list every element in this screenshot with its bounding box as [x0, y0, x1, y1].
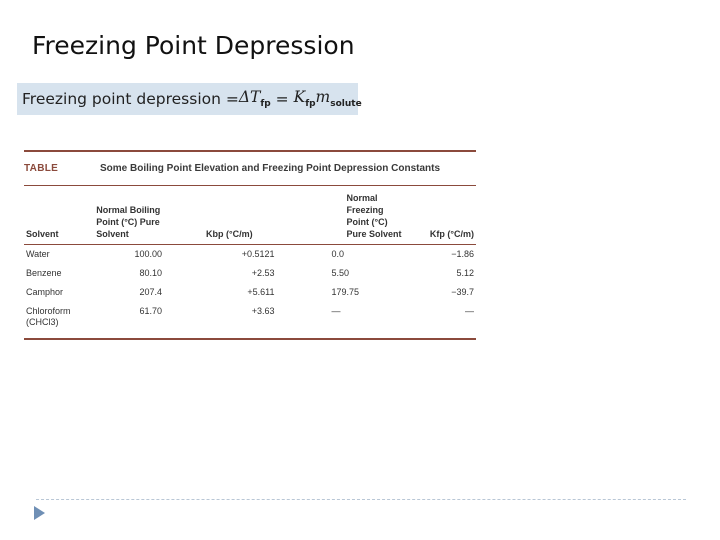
table-tag: TABLE — [24, 163, 59, 174]
header-freezing-point: Normal Freezing Point (°C) Pure Solvent — [276, 186, 404, 245]
header-solvent: Solvent — [24, 186, 87, 245]
formula-m-solute: msolute — [315, 88, 362, 110]
formula-text: Freezing point depression = — [22, 90, 239, 108]
cell-kfp: 5.12 — [456, 268, 474, 278]
footer-divider — [36, 499, 686, 500]
table-row: Water 100.00 +0.5121 0.0 −1.86 — [24, 245, 476, 265]
table-row: Benzene 80.10 +2.53 5.50 5.12 — [24, 264, 476, 283]
cell-solvent: Water — [26, 249, 50, 259]
cell-fp: — — [331, 306, 341, 316]
header-kfp: Kfp (°C/m) — [403, 186, 476, 245]
constants-grid: Solvent Normal Boiling Point (°C) Pure S… — [24, 186, 476, 332]
cell-kbp: +3.63 — [251, 306, 275, 316]
header-kbp: Kbp (°C/m) — [168, 186, 277, 245]
cell-bp: 100.00 — [134, 249, 163, 259]
table-row: Camphor 207.4 +5.611 179.75 −39.7 — [24, 283, 476, 302]
cell-solvent: Camphor — [26, 287, 64, 297]
table-row: Chloroform (CHCl3) 61.70 +3.63 — — — [24, 302, 476, 332]
cell-solvent: Benzene — [26, 268, 62, 278]
cell-bp: 80.10 — [139, 268, 163, 278]
cell-kfp: −1.86 — [451, 249, 474, 259]
table-caption-text: Some Boiling Point Elevation and Freezin… — [100, 163, 441, 174]
cell-fp: 0.0 — [331, 249, 344, 259]
table-top-rule — [24, 150, 476, 152]
cell-fp: 5.50 — [331, 268, 350, 278]
cell-kfp: — — [465, 306, 474, 316]
formula-equals: = — [270, 90, 294, 108]
formula-kfp: Kfp — [293, 88, 316, 110]
table-header-row: Solvent Normal Boiling Point (°C) Pure S… — [24, 186, 476, 245]
slide-title: Freezing Point Depression — [32, 31, 355, 60]
table-caption-rule — [24, 185, 476, 186]
table-caption: TABLE Some Boiling Point Elevation and F… — [24, 152, 476, 185]
next-slide-arrow-icon[interactable] — [34, 506, 45, 520]
header-boiling-point: Normal Boiling Point (°C) Pure Solvent — [86, 186, 169, 245]
cell-kbp: +5.611 — [247, 287, 275, 297]
cell-fp: 179.75 — [331, 287, 360, 297]
constants-table: TABLE Some Boiling Point Elevation and F… — [24, 150, 476, 340]
table-bottom-rule — [24, 338, 476, 340]
cell-kfp: −39.7 — [451, 287, 474, 297]
cell-solvent: Chloroform (CHCl3) — [26, 306, 71, 327]
cell-bp: 61.70 — [139, 306, 163, 316]
cell-kbp: +0.5121 — [241, 249, 275, 259]
cell-kbp: +2.53 — [251, 268, 275, 278]
cell-bp: 207.4 — [139, 287, 163, 297]
formula-box: Freezing point depression = ΔTfp = Kfp m… — [17, 83, 362, 115]
formula-delta-t: ΔTfp — [238, 88, 271, 110]
